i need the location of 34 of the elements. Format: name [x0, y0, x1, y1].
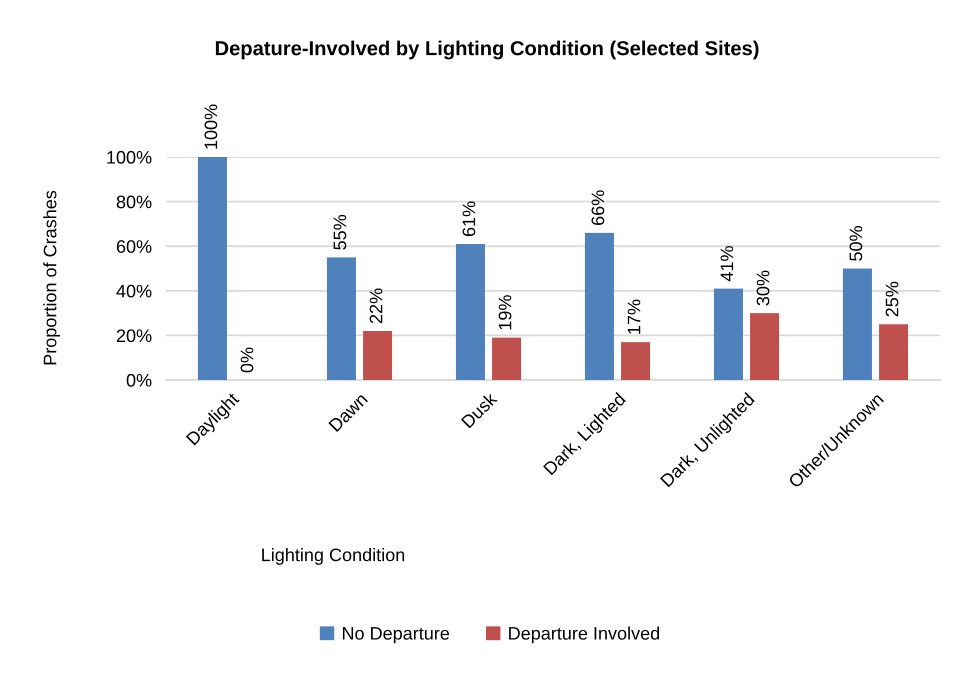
bar	[492, 338, 522, 380]
y-tick-label: 40%	[116, 284, 152, 298]
y-axis-title: Proportion of Crashes	[43, 190, 60, 364]
data-label: 25%	[886, 282, 898, 316]
bar	[714, 288, 743, 380]
data-label: 22%	[370, 288, 382, 324]
bar	[584, 232, 614, 380]
bar	[456, 244, 485, 380]
bar	[363, 330, 392, 380]
data-label: 0%	[240, 348, 254, 372]
bar	[879, 324, 908, 380]
data-label: 17%	[628, 300, 640, 334]
chart-title: Depature-Involved by Lighting Condition (Selected Sites)	[216, 40, 758, 60]
y-tick-label: 20%	[116, 329, 152, 342]
legend-label: No Departure	[342, 627, 450, 644]
y-tick-label: 60%	[116, 240, 152, 253]
data-label: 30%	[756, 270, 770, 306]
y-tick-label: 80%	[116, 196, 152, 208]
data-label: 50%	[850, 226, 862, 261]
y-tick-label: 100%	[107, 150, 152, 164]
y-tick-label: 0%	[126, 374, 152, 387]
data-label: 66%	[592, 190, 604, 225]
x-axis-title: Lighting Condition	[262, 548, 404, 565]
legend-label: Departure Involved	[509, 626, 660, 644]
data-label: 55%	[334, 214, 346, 250]
data-label: 19%	[498, 295, 512, 330]
bar	[198, 157, 227, 380]
bar	[326, 257, 356, 380]
data-label: 61%	[462, 202, 476, 236]
data-label: 100%	[204, 104, 218, 149]
bar	[842, 268, 872, 380]
data-label: 41%	[720, 246, 734, 282]
bar	[621, 342, 650, 380]
bar	[750, 313, 780, 380]
